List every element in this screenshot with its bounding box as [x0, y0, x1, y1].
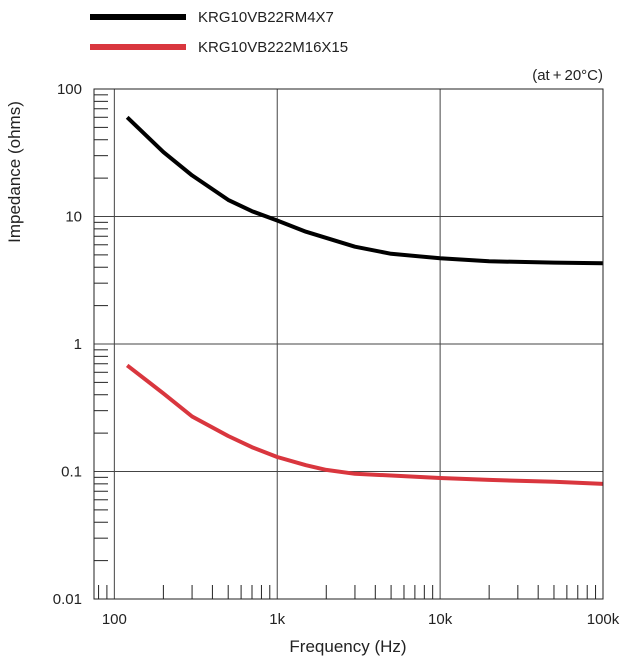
plot-frame — [93, 88, 604, 600]
y-tick-label: 1 — [74, 336, 82, 353]
legend-label-series-2: KRG10VB222M16X15 — [198, 39, 348, 56]
series-line-2 — [125, 363, 604, 486]
y-axis-title: Impedance (ohms) — [5, 101, 24, 243]
x-tick-label: 10k — [428, 611, 453, 628]
x-tick-label: 100 — [102, 611, 127, 628]
x-tick-label: 100k — [587, 611, 620, 628]
legend-label-series-1: KRG10VB22RM4X7 — [198, 9, 334, 26]
grid — [94, 89, 603, 599]
legend: KRG10VB22RM4X7 KRG10VB222M16X15 — [90, 9, 348, 56]
x-tick-label: 1k — [269, 611, 285, 628]
x-axis-title: Frequency (Hz) — [289, 637, 406, 656]
y-tick-label: 0.1 — [61, 464, 82, 481]
minor-ticks — [94, 94, 597, 599]
y-tick-label: 10 — [65, 209, 82, 226]
series-lines — [125, 115, 604, 486]
tick-labels: 100 1k 10k 100k 100 10 1 0.1 0.01 — [53, 81, 620, 628]
y-tick-label: 100 — [57, 81, 82, 98]
temperature-note: (at + 20°C) — [532, 67, 603, 84]
y-tick-label: 0.01 — [53, 591, 82, 608]
series-line-1 — [125, 115, 604, 266]
